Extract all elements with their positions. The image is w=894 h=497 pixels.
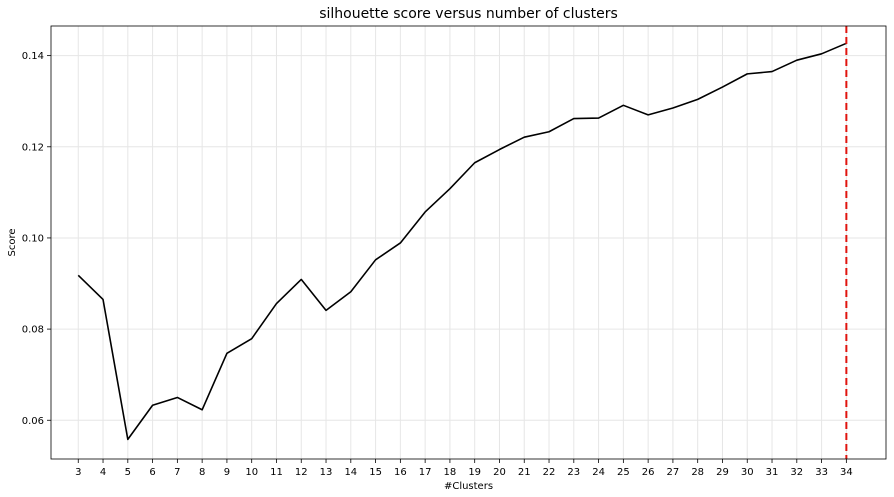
- y-axis-label: Score: [7, 228, 18, 256]
- x-tick-label: 6: [149, 467, 155, 478]
- x-tick-label: 32: [790, 467, 803, 478]
- x-tick-label: 30: [741, 467, 754, 478]
- x-tick-label: 15: [369, 467, 382, 478]
- score-line: [77, 42, 847, 441]
- x-tick-label: 3: [75, 467, 81, 478]
- x-tick-label: 31: [766, 467, 779, 478]
- x-tick-label: 21: [518, 467, 531, 478]
- x-tick-label: 27: [667, 467, 680, 478]
- x-tick-label: 12: [295, 467, 308, 478]
- x-tick-label: 18: [444, 467, 457, 478]
- x-tick-label: 4: [100, 467, 106, 478]
- y-gridlines: [51, 55, 886, 421]
- y-tick-label: 0.06: [22, 416, 44, 427]
- x-tick-label: 7: [174, 467, 180, 478]
- series-layer: [77, 42, 847, 441]
- x-tick-label: 14: [344, 467, 357, 478]
- y-tick-label: 0.14: [22, 51, 44, 62]
- x-tick-label: 11: [270, 467, 283, 478]
- x-tick-label: 20: [493, 467, 506, 478]
- x-tick-label: 25: [617, 467, 630, 478]
- y-tick-label: 0.08: [22, 325, 44, 336]
- plot-frame: [50, 25, 887, 460]
- x-tick-label: 17: [419, 467, 432, 478]
- x-tick-label: 10: [245, 467, 258, 478]
- chart-title: silhouette score versus number of cluste…: [319, 6, 618, 22]
- x-tick-label: 24: [592, 467, 605, 478]
- y-tick-label: 0.10: [22, 233, 44, 244]
- x-tick-label: 33: [815, 467, 828, 478]
- x-tick-label: 23: [567, 467, 580, 478]
- x-tick-label: 16: [394, 467, 407, 478]
- x-tick-label: 19: [468, 467, 481, 478]
- x-axis-label: #Clusters: [444, 481, 493, 492]
- x-tick-label: 5: [125, 467, 131, 478]
- y-axis-ticks: 0.06 0.08 0.10 0.12 0.14: [22, 51, 51, 427]
- x-tick-label: 34: [840, 467, 853, 478]
- x-tick-label: 29: [716, 467, 729, 478]
- x-tick-label: 22: [543, 467, 556, 478]
- x-axis-ticks: 3 4 5 6 7 8 9 10 11 12 13 14 15 16 17 18 19 20 21 22 23 24 25 2…: [75, 459, 853, 478]
- x-tick-label: 28: [691, 467, 704, 478]
- x-tick-label: 8: [199, 467, 205, 478]
- x-tick-label: 13: [320, 467, 333, 478]
- y-tick-label: 0.12: [22, 142, 44, 153]
- x-tick-label: 26: [642, 467, 655, 478]
- x-tick-label: 9: [224, 467, 230, 478]
